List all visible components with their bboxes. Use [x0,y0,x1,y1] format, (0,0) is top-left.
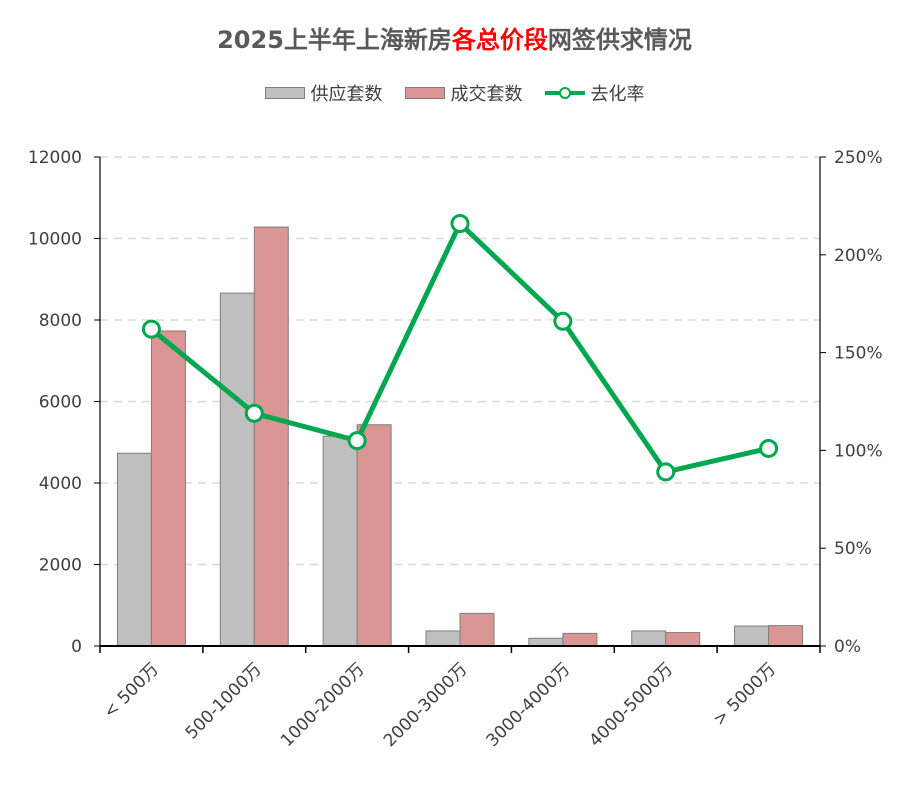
y-right-tick-label: 0% [834,637,861,657]
rate-line [141,214,779,482]
y-left-tick-label: 0 [71,637,82,657]
y-left-tick-label: 6000 [39,393,82,413]
y-right-tick-label: 150% [834,344,883,364]
bar-supply [425,630,461,647]
x-tick-label: 2000-3000万 [380,659,472,751]
x-tick-label: < 500万 [100,659,163,722]
y-right-tick-label: 200% [834,246,883,266]
bar-deal [150,330,186,647]
bar-deal [562,632,598,647]
y-left-tick-label: 2000 [39,556,82,576]
x-tick-label: 3000-4000万 [483,659,575,751]
y-left-tick-label: 4000 [39,474,82,494]
legend-swatch-supply [264,87,305,99]
x-tick-label: 1000-2000万 [277,659,369,751]
bar-deal [253,226,289,647]
rate-point [656,462,676,482]
rate-point [141,319,161,339]
x-tick-label: > 5000万 [709,659,780,730]
y-right-tick-label: 50% [834,539,872,559]
y-left-tick-label: 10000 [28,230,82,250]
legend-label-supply: 供应套数 [310,84,383,105]
legend-label-rate: 去化率 [590,84,645,105]
bar-deal [665,632,701,647]
chart-title-highlight: 各总价段 [451,26,548,54]
bars [116,226,804,647]
chart-legend: 供应套数 成交套数 去化率 [0,80,909,106]
rate-point [347,431,367,451]
y-left-tick-label: 8000 [39,311,82,331]
bar-deal [459,612,495,647]
rate-point [759,438,779,458]
y-left-tick-label: 12000 [28,148,82,168]
chart-title: 2025上半年上海新房各总价段网签供求情况 [0,20,909,55]
bar-supply [734,625,770,647]
y-right-tick-label: 250% [834,148,883,168]
bar-supply [528,637,564,647]
chart-title-suffix: 网签供求情况 [547,26,692,54]
x-tick-label: 4000-5000万 [586,659,678,751]
rate-point [553,311,573,331]
rate-point [450,214,470,234]
bar-supply [322,435,358,647]
bar-deal [768,625,804,647]
y-right-tick-label: 100% [834,441,883,461]
bar-supply [631,630,667,647]
legend-label-deal: 成交套数 [450,84,523,105]
bar-supply [116,452,152,647]
bar-supply [219,292,255,647]
x-tick-label: 500-1000万 [182,659,266,743]
legend-item-deal: 成交套数 [404,80,523,106]
rate-point [244,403,264,423]
chart-title-prefix: 2025上半年上海新房 [217,26,452,54]
legend-swatch-deal [404,87,445,99]
bar-deal [356,424,392,647]
legend-item-rate: 去化率 [544,80,645,106]
legend-item-supply: 供应套数 [264,80,383,106]
legend-swatch-rate [544,87,585,99]
